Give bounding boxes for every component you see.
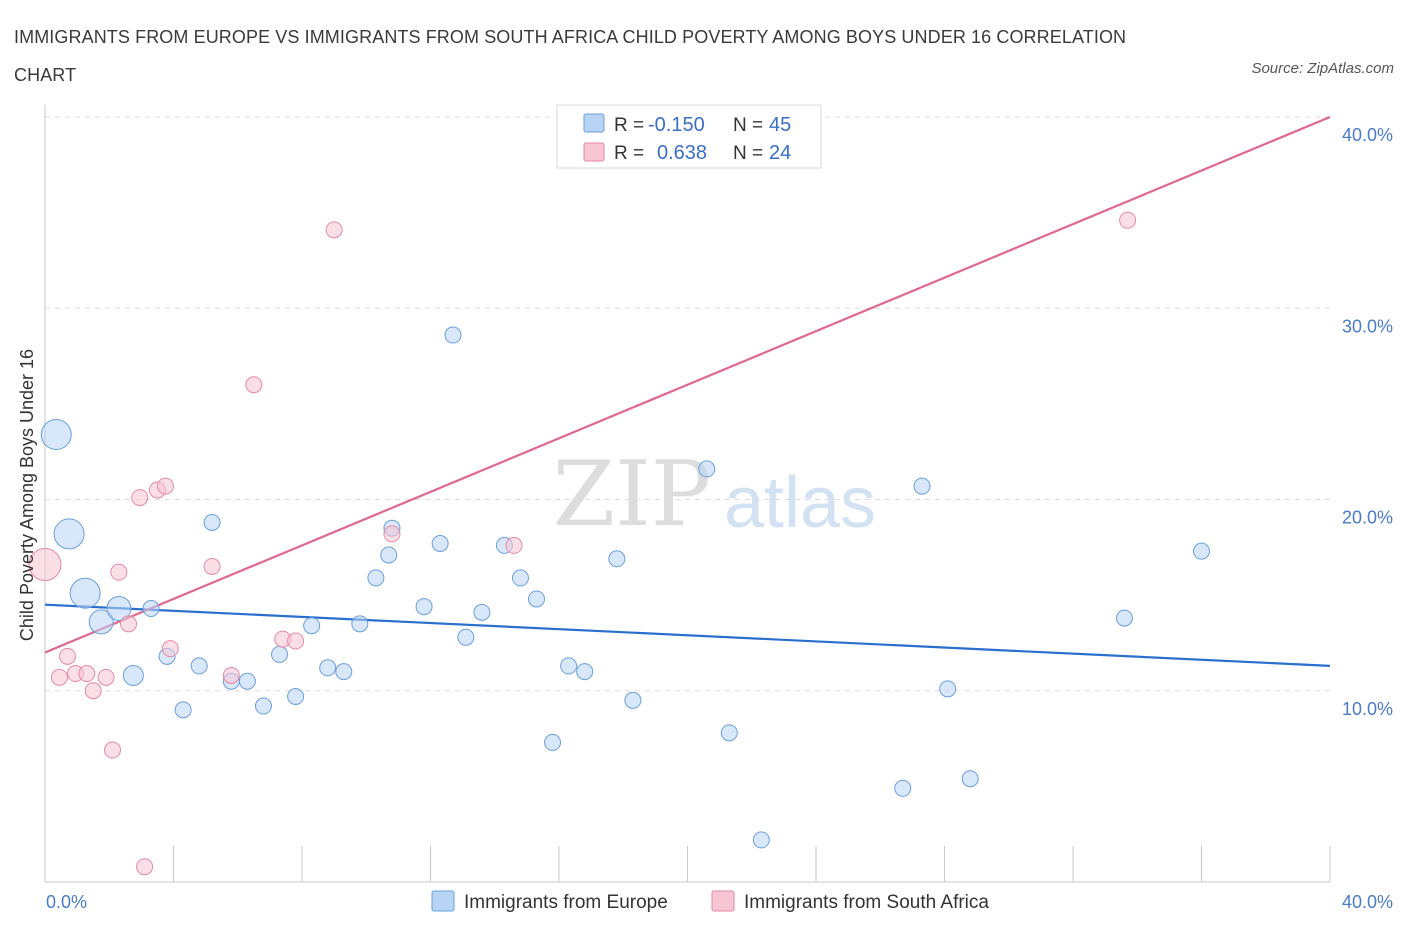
data-point-europe <box>698 460 716 478</box>
data-point-south-africa <box>97 668 115 686</box>
y-tick-label: 40.0% <box>1342 125 1393 145</box>
legend-sa-n-value: 24 <box>769 142 791 164</box>
data-point-europe <box>254 697 272 715</box>
data-point-europe <box>560 657 578 675</box>
series-legend: Immigrants from Europe Immigrants from S… <box>431 890 989 913</box>
data-point-south-africa <box>222 666 240 684</box>
data-point-south-africa <box>103 741 121 759</box>
data-point-south-africa <box>136 858 154 876</box>
correlation-legend: R = -0.150 N = 45 R = 0.638 N = 24 <box>556 104 822 169</box>
data-point-europe <box>624 691 642 709</box>
data-point-europe <box>544 733 562 751</box>
y-tick-label: 20.0% <box>1342 508 1393 528</box>
trend-lines <box>44 115 1331 667</box>
legend-sa-swatch <box>583 142 605 162</box>
data-point-south-africa <box>505 536 523 554</box>
y-tick-label: 10.0% <box>1342 699 1393 719</box>
y-axis-label: Child Poverty Among Boys Under 16 <box>17 349 37 641</box>
data-point-europe <box>1193 542 1210 560</box>
series-legend-europe-label: Immigrants from Europe <box>464 892 668 913</box>
chart-title: IMMIGRANTS FROM EUROPE VS IMMIGRANTS FRO… <box>14 27 1127 85</box>
series-legend-europe-swatch <box>431 890 455 912</box>
data-point-europe <box>106 596 132 622</box>
legend-europe-r-value: -0.150 <box>648 114 705 136</box>
gridlines <box>45 116 1330 692</box>
data-point-south-africa <box>120 615 138 633</box>
data-point-europe <box>939 680 957 698</box>
data-point-europe <box>576 663 594 681</box>
data-point-south-africa <box>50 668 68 686</box>
source-credit: Source: ZipAtlas.com <box>1251 60 1394 77</box>
x-tick-label: 0.0% <box>46 892 87 912</box>
data-point-europe <box>913 477 931 495</box>
series-legend-sa-label: Immigrants from South Africa <box>744 892 989 913</box>
data-point-europe <box>174 701 192 719</box>
data-point-europe <box>752 831 770 849</box>
data-point-europe <box>608 550 626 568</box>
legend-sa-n-label: N = <box>733 143 763 164</box>
data-point-europe <box>351 615 369 633</box>
legend-europe-r-label: R = <box>614 115 644 136</box>
data-point-europe <box>40 418 72 450</box>
data-point-europe <box>431 534 449 552</box>
data-point-europe <box>69 577 101 609</box>
legend-europe-swatch <box>583 113 605 133</box>
data-point-europe <box>457 628 475 646</box>
data-point-europe <box>380 546 398 564</box>
data-point-europe <box>473 603 491 621</box>
data-point-europe <box>203 513 221 531</box>
data-point-europe <box>303 617 321 635</box>
legend-europe-n-value: 45 <box>769 114 791 136</box>
series-legend-sa-swatch <box>711 890 735 912</box>
data-point-south-africa <box>110 563 128 581</box>
data-point-south-africa <box>383 525 401 543</box>
data-point-south-africa <box>131 489 149 507</box>
data-point-europe <box>319 659 337 677</box>
legend-sa-r-value: 0.638 <box>657 142 707 164</box>
data-point-south-africa <box>245 376 263 394</box>
x-tick-label: 40.0% <box>1342 892 1393 912</box>
data-point-south-africa <box>1119 211 1137 229</box>
data-point-europe <box>367 569 385 587</box>
trend-line-europe <box>44 603 1331 667</box>
data-point-south-africa <box>156 477 174 495</box>
data-point-europe <box>415 598 433 616</box>
watermark: ZIP atlas <box>553 442 876 547</box>
data-point-europe <box>271 645 289 663</box>
data-point-europe <box>190 657 208 675</box>
legend-sa-r-label: R = <box>614 143 644 164</box>
data-point-europe <box>287 687 305 705</box>
data-point-europe <box>528 590 546 608</box>
data-point-south-africa <box>58 647 76 665</box>
data-point-europe <box>88 609 114 635</box>
legend-europe-n-label: N = <box>733 115 763 136</box>
data-point-south-africa <box>78 665 96 683</box>
data-points <box>28 211 1210 876</box>
watermark-zip: ZIP <box>553 442 712 547</box>
data-point-south-africa <box>84 682 102 700</box>
data-point-europe <box>961 770 979 788</box>
watermark-atlas: atlas <box>724 463 876 543</box>
data-point-south-africa <box>203 557 221 575</box>
data-point-europe <box>720 724 738 742</box>
y-tick-label: 30.0% <box>1342 316 1393 336</box>
data-point-europe <box>122 664 144 686</box>
data-point-europe <box>238 672 256 690</box>
data-point-south-africa <box>161 640 179 658</box>
axes <box>44 105 1331 883</box>
data-point-south-africa <box>287 632 305 650</box>
data-point-europe <box>894 779 912 797</box>
tick-labels: 10.0% 20.0% 30.0% 40.0% 0.0% 40.0% <box>46 125 1393 912</box>
data-point-europe <box>1115 609 1133 627</box>
data-point-europe <box>335 663 353 681</box>
data-point-europe <box>511 569 529 587</box>
data-point-europe <box>53 518 85 550</box>
data-point-south-africa <box>325 221 343 239</box>
data-point-south-africa <box>28 548 62 582</box>
data-point-europe <box>444 326 462 344</box>
data-point-europe <box>142 600 160 618</box>
trend-line-south-africa <box>44 115 1331 654</box>
